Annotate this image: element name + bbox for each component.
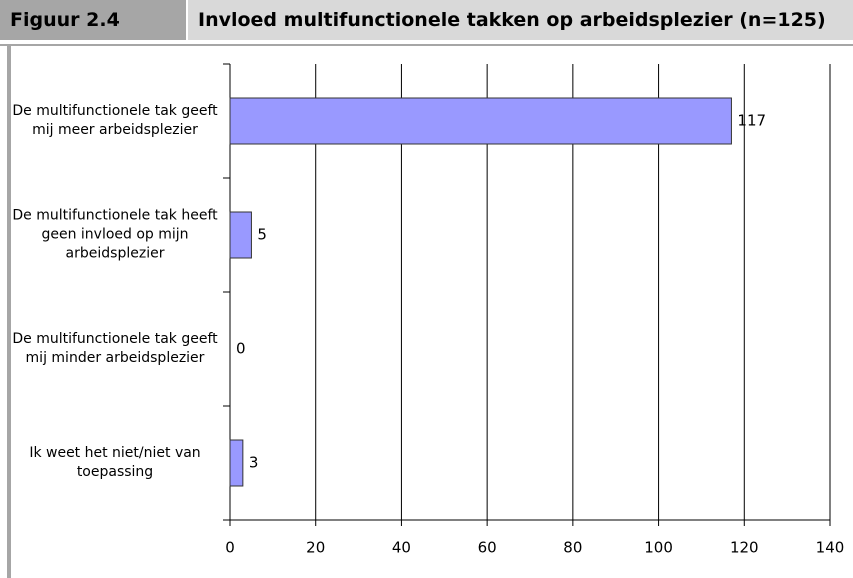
data-label: 3	[249, 454, 259, 472]
y-tick-label: De multifunctionele tak heeft geen invlo…	[12, 207, 218, 262]
bar	[229, 97, 732, 145]
bar	[229, 439, 244, 487]
chart-title: Invloed multifunctionele takken op arbei…	[188, 0, 853, 40]
x-tick-label: 20	[306, 539, 325, 557]
x-tick-label: 100	[644, 539, 673, 557]
x-tick-label: 120	[730, 539, 759, 557]
y-tick-label: Ik weet het niet/niet van toepassing	[29, 445, 201, 480]
x-tick-label: 80	[563, 539, 582, 557]
data-label: 117	[737, 112, 766, 130]
bar	[229, 211, 252, 259]
x-tick-label: 40	[392, 539, 411, 557]
y-tick-label: De multifunctionele tak geeft mij minder…	[12, 331, 218, 366]
figure-number: Figuur 2.4	[0, 0, 186, 40]
data-label: 5	[257, 226, 267, 244]
y-tick-label: De multifunctionele tak geeft mij meer a…	[12, 103, 218, 138]
x-tick-label: 140	[816, 539, 845, 557]
x-tick-label: 60	[478, 539, 497, 557]
x-tick-label: 0	[225, 539, 235, 557]
data-label: 0	[236, 340, 246, 358]
